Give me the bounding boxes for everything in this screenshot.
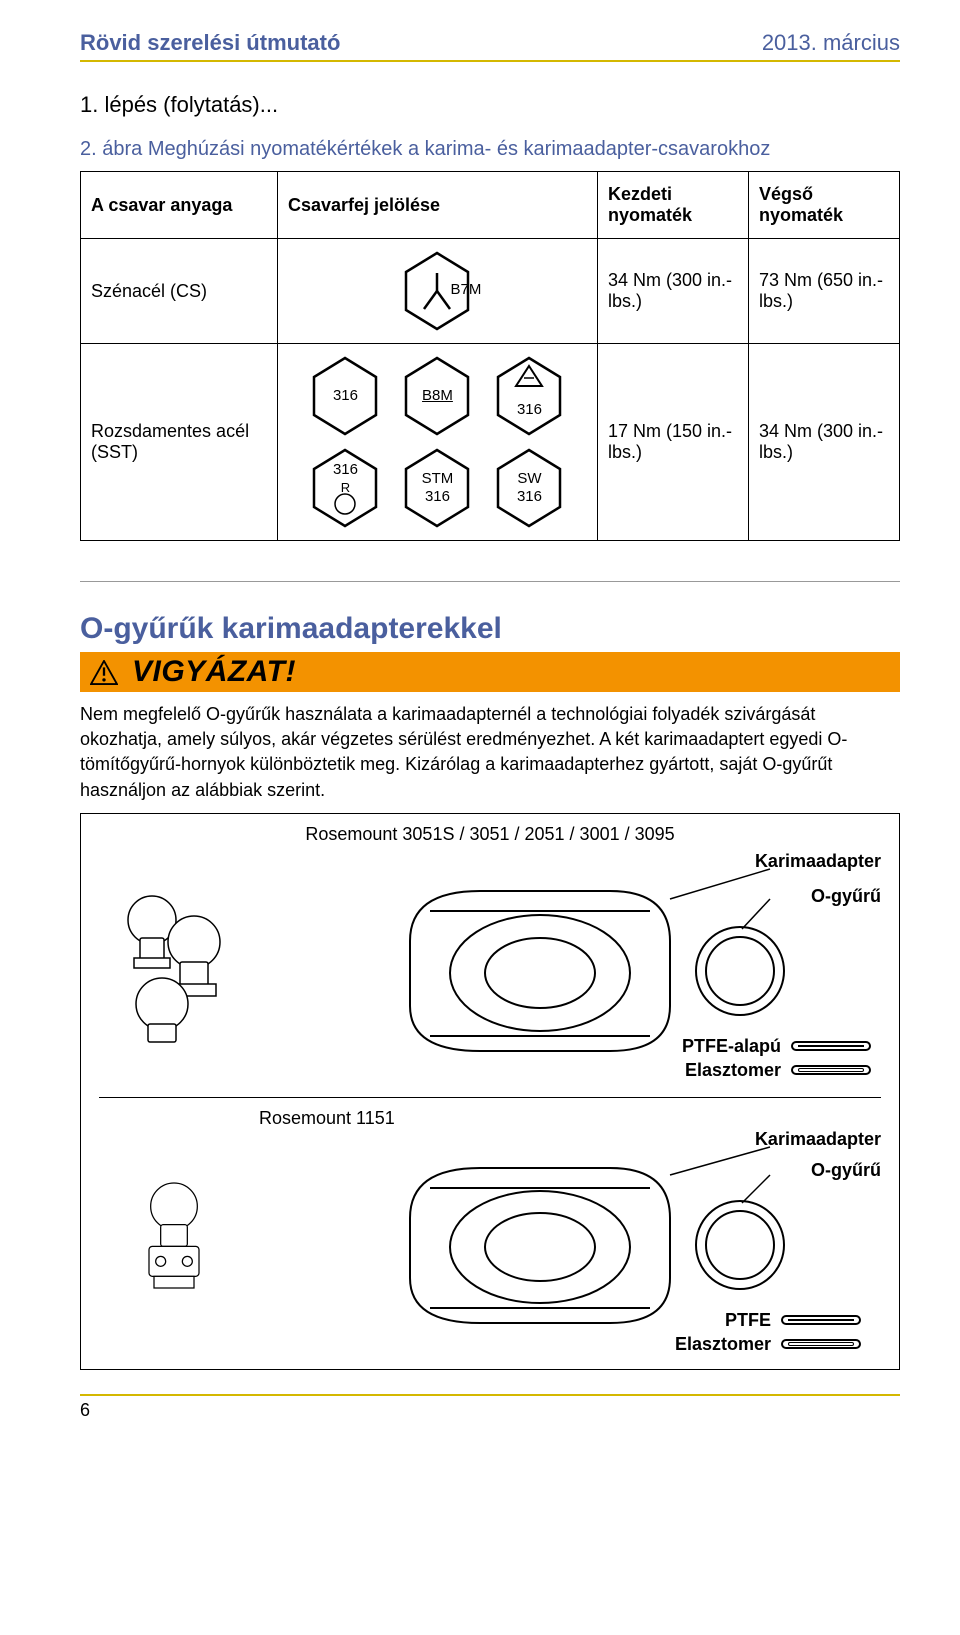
page-number: 6 (80, 1394, 900, 1421)
section-rule (80, 581, 900, 582)
hex-316-icon: 316 (310, 356, 380, 436)
diagram-frame: Rosemount 3051S / 3051 / 2051 / 3001 / 3… (80, 813, 900, 1370)
header-rule (80, 60, 900, 62)
figure-caption: 2. ábra Meghúzási nyomatékértékek a kari… (80, 138, 900, 161)
table-row: Szénacél (CS) B7M 34 Nm (300 in.-lbs. (81, 239, 900, 344)
hex-b8m-icon: B8M (402, 356, 472, 436)
page-header: Rövid szerelési útmutató 2013. március (80, 30, 900, 60)
elastomer-label: Elasztomer (675, 1334, 771, 1355)
diagram-bottom-title: Rosemount 1151 (259, 1108, 881, 1129)
oring-label: O-gyűrű (755, 1160, 881, 1181)
cell-material: Rozsdamentes acél (SST) (81, 344, 278, 541)
col-initial: Kezdeti nyomaték (597, 172, 748, 239)
warning-body-text: Nem megfelelő O-gyűrűk használata a kari… (80, 702, 900, 803)
hex-label: B7M (450, 281, 481, 299)
oring-label: O-gyűrű (755, 886, 881, 907)
hex-label: 316 (333, 387, 358, 405)
diagram-bottom-section: Rosemount 1151 (81, 1098, 899, 1369)
groove-square-icon (791, 1041, 871, 1051)
header-title: Rövid szerelési útmutató (80, 30, 340, 56)
col-material: A csavar anyaga (81, 172, 278, 239)
col-final: Végső nyomaték (748, 172, 899, 239)
groove-round-icon (791, 1065, 871, 1075)
ptfe-based-label: PTFE-alapú (682, 1036, 781, 1057)
transmitter-1151-icon (99, 1168, 249, 1318)
cell-initial: 34 Nm (300 in.-lbs.) (597, 239, 748, 344)
elastomer-label: Elasztomer (685, 1060, 781, 1081)
hex-label: SW316 (517, 470, 542, 506)
hex-label: STM316 (422, 470, 454, 506)
cell-material: Szénacél (CS) (81, 239, 278, 344)
adapter-label: Karimaadapter (755, 851, 881, 872)
warning-label: VIGYÁZAT! (132, 655, 296, 689)
warning-triangle-icon (90, 660, 118, 685)
step-continuation-title: 1. lépés (folytatás)... (80, 92, 900, 118)
torque-table: A csavar anyaga Csavarfej jelölése Kezde… (80, 171, 900, 541)
transmitter-stack-icon (99, 886, 249, 1046)
adapter-label: Karimaadapter (755, 1129, 881, 1150)
col-marking: Csavarfej jelölése (277, 172, 597, 239)
hex-label: 316 (517, 401, 542, 419)
diagram-top-section: Rosemount 3051S / 3051 / 2051 / 3001 / 3… (81, 814, 899, 1097)
hex-label: 316R (333, 461, 358, 497)
warning-banner: VIGYÁZAT! (80, 652, 900, 692)
ptfe-label: PTFE (725, 1310, 771, 1331)
cell-initial: 17 Nm (150 in.-lbs.) (597, 344, 748, 541)
cell-final: 73 Nm (650 in.-lbs.) (748, 239, 899, 344)
cell-final: 34 Nm (300 in.-lbs.) (748, 344, 899, 541)
cell-hex-markings: B7M (277, 239, 597, 344)
hex-316-triangle-icon: 316 (494, 356, 564, 436)
hex-sw316-icon: SW316 (494, 448, 564, 528)
hex-316r-icon: 316R (310, 448, 380, 528)
hex-b7m-icon: B7M (402, 251, 472, 331)
groove-round-icon (781, 1339, 861, 1349)
diagram-top-title: Rosemount 3051S / 3051 / 2051 / 3001 / 3… (99, 824, 881, 845)
header-date: 2013. március (762, 30, 900, 56)
cell-hex-markings: 316 B8M 316 (277, 344, 597, 541)
hex-label: B8M (422, 387, 453, 405)
hex-stm316-icon: STM316 (402, 448, 472, 528)
table-row: Rozsdamentes acél (SST) 316 B8M (81, 344, 900, 541)
section-title: O-gyűrűk karimaadapterekkel (80, 612, 900, 646)
groove-square-icon (781, 1315, 861, 1325)
